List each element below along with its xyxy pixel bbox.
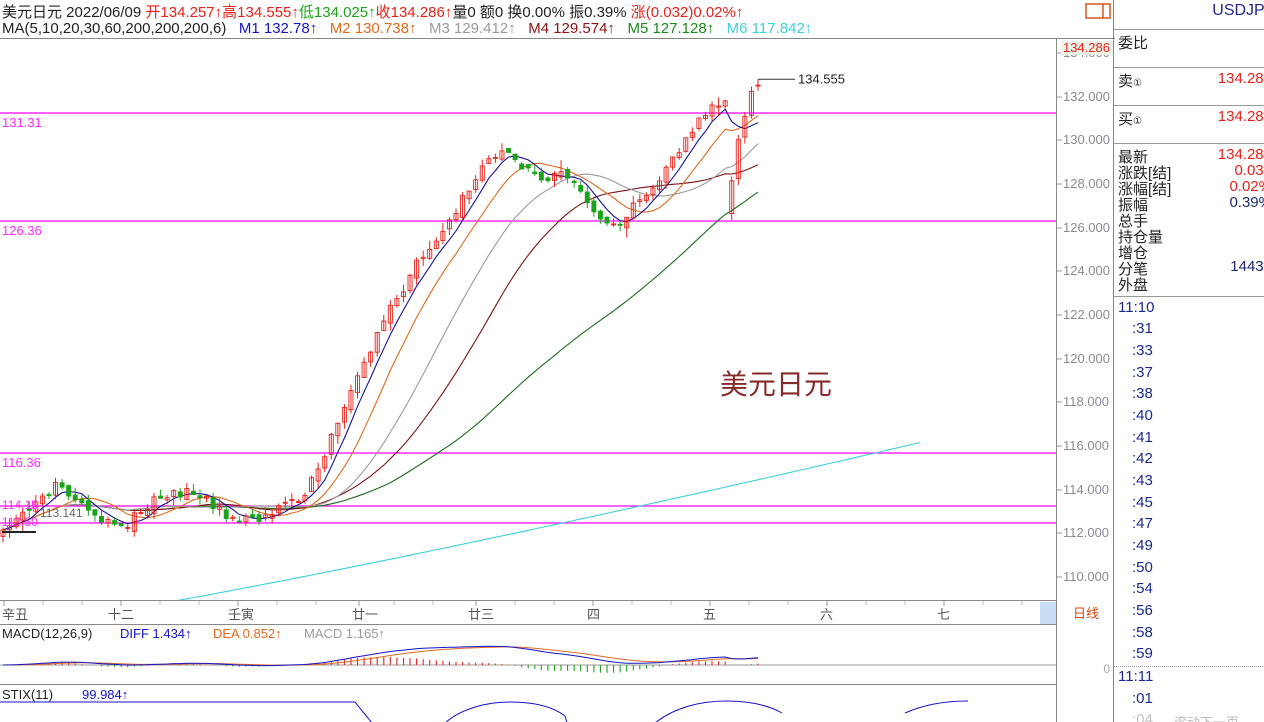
svg-text:美元日元: 美元日元 [720, 369, 832, 400]
svg-text:134.555: 134.555 [798, 72, 845, 87]
